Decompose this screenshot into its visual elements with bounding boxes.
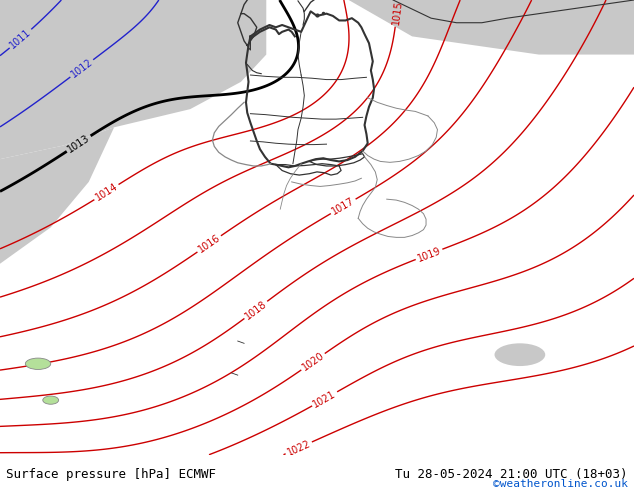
Text: 1020: 1020	[300, 350, 326, 373]
Text: 1019: 1019	[416, 245, 443, 264]
Text: 1013: 1013	[66, 133, 92, 154]
Text: 1011: 1011	[8, 27, 33, 50]
Text: Tu 28-05-2024 21:00 UTC (18+03): Tu 28-05-2024 21:00 UTC (18+03)	[395, 468, 628, 481]
Text: Surface pressure [hPa] ECMWF: Surface pressure [hPa] ECMWF	[6, 468, 216, 481]
Polygon shape	[0, 127, 114, 264]
Polygon shape	[349, 0, 634, 54]
Ellipse shape	[495, 343, 545, 366]
Text: 1016: 1016	[197, 233, 222, 255]
Text: 1015: 1015	[391, 0, 403, 25]
Text: 1012: 1012	[69, 57, 94, 80]
Text: ©weatheronline.co.uk: ©weatheronline.co.uk	[493, 479, 628, 490]
Text: 1017: 1017	[330, 196, 356, 217]
Text: 1014: 1014	[93, 181, 119, 203]
Text: 1018: 1018	[243, 298, 269, 321]
Text: 1021: 1021	[311, 389, 338, 409]
Polygon shape	[0, 0, 266, 159]
Ellipse shape	[43, 396, 58, 404]
Text: 1022: 1022	[285, 438, 312, 458]
Ellipse shape	[25, 358, 51, 369]
